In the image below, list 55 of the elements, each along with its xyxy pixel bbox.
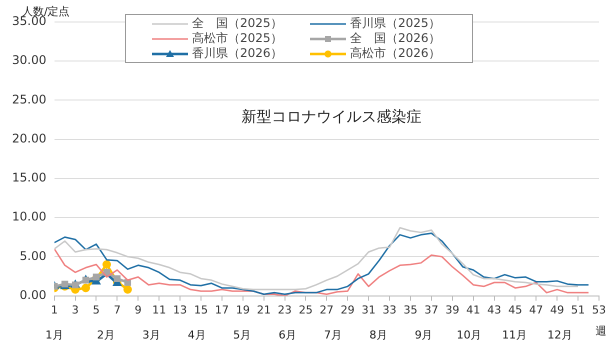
y-tick-label: 15.00 xyxy=(12,170,46,185)
y-axis-title: 人数/定点 xyxy=(22,4,70,18)
text: 4月 xyxy=(188,328,206,342)
x-tick-label: 53 xyxy=(592,303,606,316)
x-tick-label: 27 xyxy=(320,303,334,316)
x-tick-label: 35 xyxy=(403,303,418,316)
y-tick-label: 0.00 xyxy=(20,288,46,302)
x-tick-label: 41 xyxy=(466,303,480,316)
x-tick-label: 7 xyxy=(114,303,121,316)
text: 8月 xyxy=(369,328,388,342)
y-tick-label: 5.00 xyxy=(20,248,46,263)
x-tick-label: 43 xyxy=(487,303,502,316)
y-tick-label: 20.00 xyxy=(12,131,46,146)
text: 11月 xyxy=(502,328,528,342)
x-tick-label: 33 xyxy=(382,303,397,316)
legend-label: 全 国（2026） xyxy=(350,30,441,46)
legend-label: 高松市（2026） xyxy=(350,45,441,62)
text: 6月 xyxy=(278,328,297,342)
y-tick-label: 25.00 xyxy=(12,92,46,106)
x-tick-label: 9 xyxy=(134,303,142,316)
y-tick-label: 10.00 xyxy=(12,210,46,224)
y-tick-label: 30.00 xyxy=(12,53,46,68)
x-tick-label: 13 xyxy=(173,303,188,316)
x-tick-label: 21 xyxy=(256,303,271,316)
text: 12月 xyxy=(547,328,572,342)
text: 2月 xyxy=(97,328,116,342)
text: 7月 xyxy=(324,328,342,342)
x-tick-label: 17 xyxy=(214,303,229,316)
x-tick-label: 11 xyxy=(152,303,166,316)
x-tick-label: 1 xyxy=(50,303,58,316)
legend-label: 香川県（2025） xyxy=(350,15,441,32)
x-tick-label: 47 xyxy=(529,303,544,316)
x-tick-label: 31 xyxy=(362,303,376,316)
legend-label: 香川県（2026） xyxy=(192,45,283,62)
text: 3月 xyxy=(142,328,160,342)
x-tick-label: 39 xyxy=(445,303,460,316)
legend-label: 全 国（2025） xyxy=(192,15,283,32)
x-tick-label: 51 xyxy=(571,303,586,316)
x-tick-label: 25 xyxy=(298,303,313,316)
text: 新型コロナウイルス感染症 xyxy=(242,108,422,126)
x-tick-label: 49 xyxy=(550,303,564,316)
x-tick-label: 23 xyxy=(278,303,292,316)
x-tick-label: 37 xyxy=(424,303,438,316)
x-tick-label: 15 xyxy=(194,303,208,316)
text: 9月 xyxy=(414,328,433,342)
x-tick-label: 3 xyxy=(72,303,79,316)
x-tick-label: 45 xyxy=(508,303,522,316)
legend-label: 高松市（2025） xyxy=(192,30,283,47)
text: 5月 xyxy=(233,328,252,342)
text: 1月 xyxy=(45,328,64,342)
text: 10月 xyxy=(456,328,482,342)
x-tick-label: 19 xyxy=(236,303,250,316)
x-axis-title: 週 xyxy=(596,324,606,338)
x-tick-label: 29 xyxy=(340,303,355,316)
x-tick-label: 5 xyxy=(92,303,100,316)
